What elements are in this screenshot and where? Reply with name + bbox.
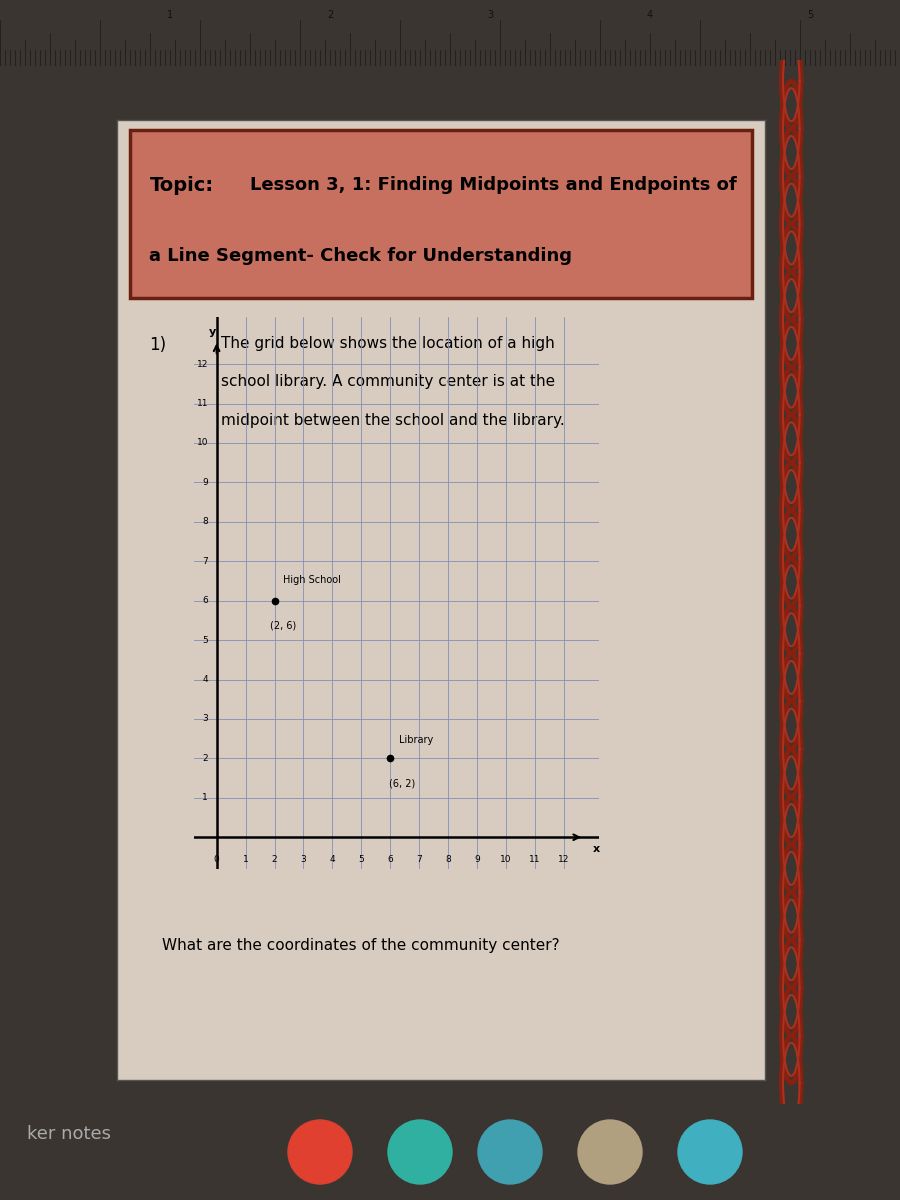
Text: 7: 7 bbox=[417, 854, 422, 864]
Text: 9: 9 bbox=[202, 478, 208, 487]
Text: Lesson 3, 1: Finding Midpoints and Endpoints of: Lesson 3, 1: Finding Midpoints and Endpo… bbox=[250, 176, 736, 194]
Text: 9: 9 bbox=[474, 854, 480, 864]
Text: (2, 6): (2, 6) bbox=[270, 620, 296, 630]
Circle shape bbox=[388, 1120, 452, 1184]
Text: 10: 10 bbox=[500, 854, 512, 864]
Text: Topic:: Topic: bbox=[149, 175, 213, 194]
Text: 3: 3 bbox=[202, 714, 208, 724]
Circle shape bbox=[678, 1120, 742, 1184]
Text: High School: High School bbox=[284, 575, 341, 584]
Text: 3: 3 bbox=[301, 854, 306, 864]
Text: 7: 7 bbox=[202, 557, 208, 565]
Text: x: x bbox=[593, 844, 599, 854]
Text: school library. A community center is at the: school library. A community center is at… bbox=[220, 374, 554, 389]
Text: 1: 1 bbox=[243, 854, 248, 864]
Circle shape bbox=[478, 1120, 542, 1184]
Text: 11: 11 bbox=[196, 400, 208, 408]
Text: 5: 5 bbox=[807, 10, 813, 20]
Text: y: y bbox=[209, 326, 216, 336]
Text: 5: 5 bbox=[202, 636, 208, 644]
Text: 6: 6 bbox=[202, 596, 208, 605]
Text: 2: 2 bbox=[202, 754, 208, 763]
Text: 0: 0 bbox=[214, 854, 220, 864]
Circle shape bbox=[578, 1120, 642, 1184]
Text: 6: 6 bbox=[387, 854, 393, 864]
Text: 3: 3 bbox=[487, 10, 493, 20]
Text: What are the coordinates of the community center?: What are the coordinates of the communit… bbox=[162, 938, 560, 953]
Text: 12: 12 bbox=[196, 360, 208, 368]
Text: 4: 4 bbox=[202, 676, 208, 684]
Text: 10: 10 bbox=[196, 438, 208, 448]
Circle shape bbox=[288, 1120, 352, 1184]
Text: 8: 8 bbox=[202, 517, 208, 527]
Text: a Line Segment- Check for Understanding: a Line Segment- Check for Understanding bbox=[149, 247, 572, 264]
Text: 11: 11 bbox=[529, 854, 541, 864]
FancyBboxPatch shape bbox=[130, 130, 752, 298]
Text: 4: 4 bbox=[647, 10, 653, 20]
Text: The grid below shows the location of a high: The grid below shows the location of a h… bbox=[220, 336, 554, 350]
Text: 1: 1 bbox=[166, 10, 173, 20]
Text: 2: 2 bbox=[327, 10, 333, 20]
Text: 4: 4 bbox=[329, 854, 335, 864]
Text: Library: Library bbox=[399, 734, 433, 744]
Text: midpoint between the school and the library.: midpoint between the school and the libr… bbox=[220, 413, 564, 428]
Text: 1): 1) bbox=[149, 336, 166, 354]
Text: (6, 2): (6, 2) bbox=[389, 778, 415, 788]
Text: 2: 2 bbox=[272, 854, 277, 864]
Text: 5: 5 bbox=[358, 854, 365, 864]
Text: ker notes: ker notes bbox=[27, 1126, 111, 1142]
Text: 12: 12 bbox=[558, 854, 570, 864]
Text: 8: 8 bbox=[446, 854, 451, 864]
Text: 1: 1 bbox=[202, 793, 208, 803]
